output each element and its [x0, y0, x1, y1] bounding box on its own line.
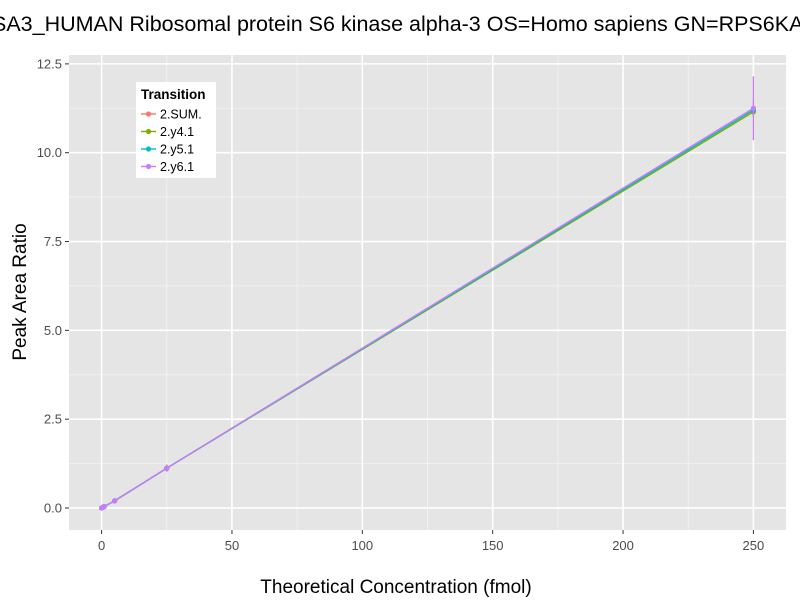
chart-title-text: SA3_HUMAN Ribosomal protein S6 kinase al… [0, 12, 800, 36]
legend-key-point [145, 128, 152, 135]
data-point [112, 498, 118, 504]
y-tick-label: 5.0 [44, 323, 62, 338]
y-axis: 0.0 2.5 5.0 7.5 10.0 12.5 [37, 56, 69, 515]
x-tick-label: 250 [743, 538, 765, 553]
x-axis-label: Theoretical Concentration (fmol) [260, 577, 531, 598]
legend-label: 2.y5.1 [160, 143, 194, 157]
x-tick-label: 50 [225, 538, 239, 553]
data-point [164, 465, 170, 471]
legend-key-point [145, 111, 152, 117]
legend-key-point [145, 146, 152, 152]
y-tick-label: 7.5 [44, 234, 62, 249]
y-tick-label: 2.5 [44, 412, 62, 427]
legend-label: 2.y6.1 [160, 160, 194, 174]
legend-label: 2.SUM. [160, 108, 202, 122]
x-tick-label: 150 [482, 538, 504, 553]
y-tick-label: 0.0 [44, 500, 62, 515]
x-tick-label: 200 [612, 538, 634, 553]
series-2-y6-1 [98, 76, 757, 511]
x-tick-label: 0 [98, 538, 105, 553]
legend-label: 2.y4.1 [160, 125, 194, 139]
y-axis-label: Peak Area Ratio [10, 223, 31, 360]
data-point [101, 503, 107, 510]
data-point [750, 105, 757, 111]
y-tick-label: 12.5 [37, 56, 62, 71]
x-axis: 0 50 100 150 200 250 [98, 530, 764, 553]
series-layer [98, 76, 757, 511]
minor-gridlines [69, 55, 786, 530]
chart-title: SA3_HUMAN Ribosomal protein S6 kinase al… [0, 12, 800, 42]
x-tick-label: 100 [351, 538, 373, 553]
y-tick-label: 10.0 [37, 145, 62, 160]
legend-title: Transition [141, 87, 206, 102]
legend: Transition 2.SUM. 2.y4.1 2.y5.1 2.y6.1 [136, 82, 216, 178]
legend-key-point [145, 163, 152, 170]
